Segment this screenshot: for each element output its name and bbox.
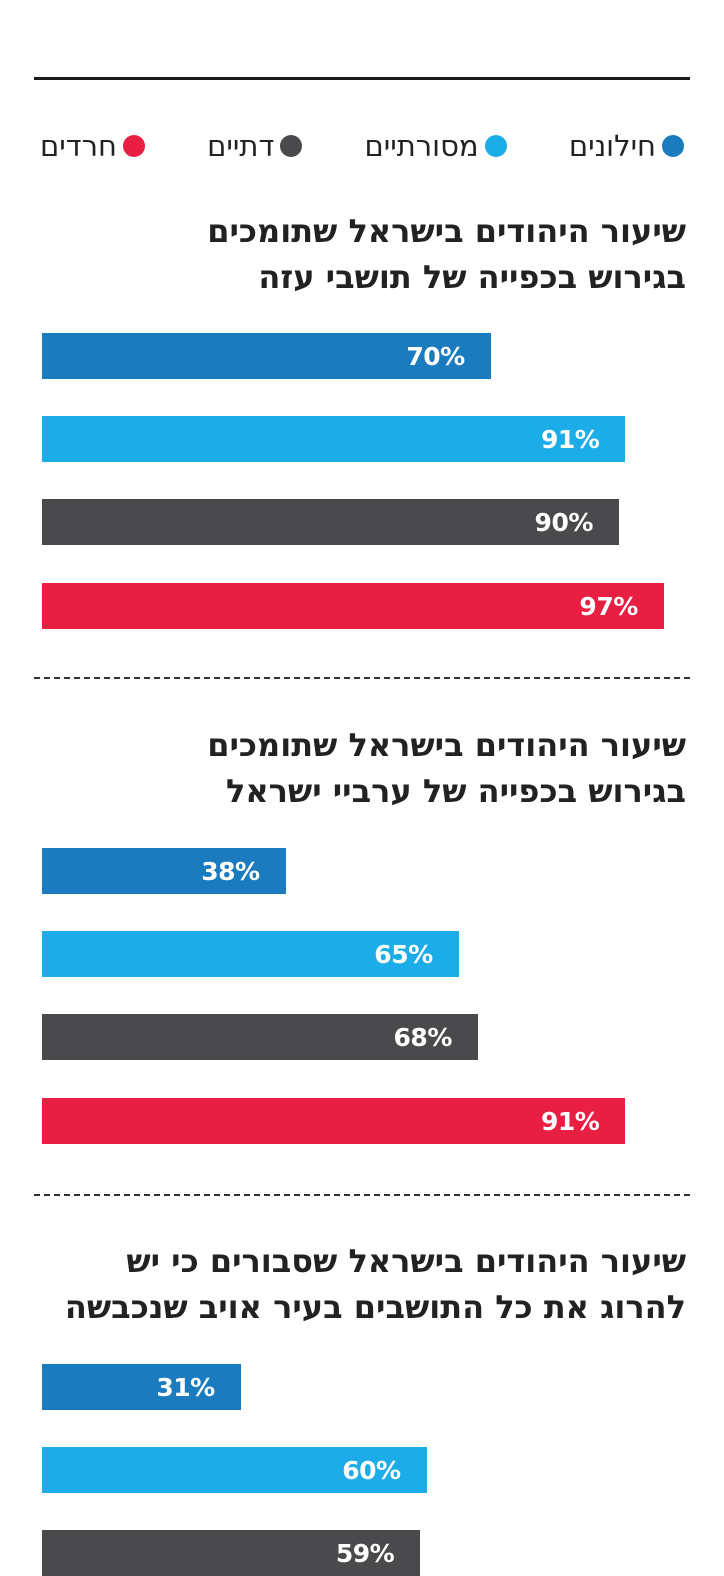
chart-2-bar-religious-label: 68% [393, 1022, 453, 1052]
top-rule [34, 77, 690, 80]
chart-1-bar-secular-label: 70% [406, 341, 465, 371]
chart-3-bar-religious-label: 59% [335, 1538, 395, 1568]
legend-item-traditional: מסורתיים [365, 129, 507, 163]
legend-label-secular: חילונים [568, 129, 656, 163]
legend-item-haredi: חרדים [40, 129, 145, 163]
legend-dot-haredi [122, 135, 145, 157]
divider-2 [34, 1194, 690, 1196]
legend-item-religious: דתיים [207, 129, 303, 163]
chart-3-bar-traditional: 60% [42, 1447, 427, 1493]
chart-2-bar-traditional: 65% [42, 931, 459, 977]
chart-2-bar-haredi: 91% [42, 1098, 626, 1144]
chart-2-bar-secular-label: 38% [201, 856, 260, 886]
chart-2-title-line-1: שיעור היהודים בישראל שתומכים [207, 726, 686, 764]
chart-1-title-line-2: בגירוש בכפייה של תושבי עזה [258, 258, 686, 296]
chart-3-bar-secular: 31% [42, 1364, 241, 1410]
chart-2-bar-haredi-label: 91% [540, 1106, 600, 1136]
legend-label-religious: דתיים [207, 129, 275, 163]
chart-1-bar-traditional-label: 91% [540, 424, 600, 454]
legend: חילונים מסורתיים דתיים חרדים [40, 120, 684, 172]
chart-1-bar-religious: 90% [42, 499, 619, 545]
legend-dot-traditional [484, 135, 507, 157]
chart-1-bar-religious-label: 90% [534, 507, 594, 537]
chart-1-title-line-1: שיעור היהודים בישראל שתומכים [207, 212, 686, 250]
chart-3-title-line-1: שיעור היהודים בישראל שסבורים כי יש [126, 1242, 686, 1280]
chart-2-title-line-2: בגירוש בכפייה של ערביי ישראל [226, 772, 686, 810]
legend-label-haredi: חרדים [40, 129, 117, 163]
chart-1-bar-traditional: 91% [42, 416, 626, 462]
legend-item-secular: חילונים [569, 129, 684, 163]
chart-3-title-line-2: להרוג את כל התושבים בעיר אויב שנכבשה [64, 1288, 686, 1326]
chart-2-bar-religious: 68% [42, 1014, 478, 1060]
chart-3-bar-traditional-label: 60% [342, 1455, 401, 1485]
legend-label-traditional: מסורתיים [364, 129, 479, 163]
chart-2-bar-traditional-label: 65% [374, 939, 433, 969]
legend-dot-secular [662, 135, 684, 157]
chart-1-bar-secular: 70% [42, 333, 491, 379]
chart-1-bar-haredi: 97% [42, 583, 664, 629]
divider-1 [34, 677, 690, 679]
chart-2-title: שיעור היהודים בישראל שתומכים בגירוש בכפי… [26, 722, 686, 814]
chart-3-bar-religious: 59% [42, 1530, 421, 1576]
legend-dot-religious [280, 135, 303, 157]
chart-1-title: שיעור היהודים בישראל שתומכים בגירוש בכפי… [26, 208, 686, 300]
chart-3-title: שיעור היהודים בישראל שסבורים כי יש להרוג… [26, 1238, 686, 1330]
chart-3-bar-secular-label: 31% [156, 1372, 215, 1402]
chart-2-bar-secular: 38% [42, 848, 286, 894]
chart-1-bar-haredi-label: 97% [579, 591, 638, 621]
